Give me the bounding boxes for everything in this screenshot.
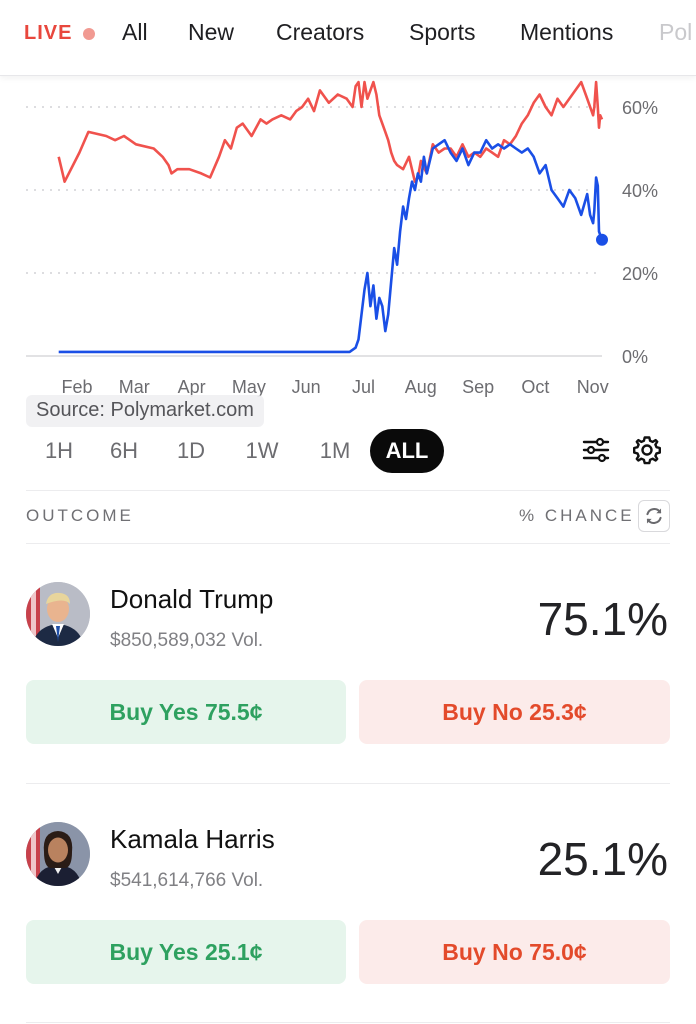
x-tick-label: Apr bbox=[178, 377, 206, 397]
y-tick-label: 0% bbox=[622, 347, 648, 367]
price-chart[interactable]: 0% 20% 40% 60% Feb Mar Apr May Jun Jul Aug Sep Oct No… bbox=[0, 76, 696, 427]
y-tick-label: 40% bbox=[622, 181, 658, 201]
chance-header: % CHANCE bbox=[519, 506, 635, 525]
y-tick-label: 20% bbox=[622, 264, 658, 284]
series-line-harris bbox=[58, 138, 604, 354]
series-end-point bbox=[596, 233, 608, 246]
sliders-icon[interactable] bbox=[580, 434, 612, 466]
buy-yes-button[interactable]: Buy Yes 75.5¢ bbox=[26, 680, 346, 744]
candidate-avatar bbox=[26, 822, 90, 886]
buy-yes-button[interactable]: Buy Yes 25.1¢ bbox=[26, 920, 346, 984]
chart-source-label: Source: Polymarket.com bbox=[26, 395, 264, 427]
live-label[interactable]: LIVE bbox=[24, 22, 73, 44]
divider bbox=[26, 490, 670, 491]
range-1m[interactable]: 1M bbox=[319, 438, 351, 463]
range-1h[interactable]: 1H bbox=[44, 438, 74, 463]
nav-tab-sports[interactable]: Sports bbox=[409, 19, 476, 45]
range-6h[interactable]: 6H bbox=[109, 438, 139, 463]
x-tick-label: Sep bbox=[462, 377, 494, 397]
buy-no-button[interactable]: Buy No 75.0¢ bbox=[359, 920, 670, 984]
divider bbox=[26, 783, 670, 784]
candidate-chance: 75.1% bbox=[537, 593, 668, 645]
x-tick-label: Oct bbox=[521, 377, 549, 397]
series-line-trump bbox=[57, 80, 604, 183]
y-tick-label: 60% bbox=[622, 98, 658, 118]
candidate-volume: $850,589,032 Vol. bbox=[110, 630, 264, 651]
x-tick-label: Jun bbox=[292, 377, 321, 397]
range-1d[interactable]: 1D bbox=[176, 438, 206, 463]
nav-tab-all[interactable]: All bbox=[122, 19, 148, 45]
x-tick-label: Mar bbox=[119, 377, 150, 397]
divider bbox=[26, 543, 670, 544]
settings-gear-icon[interactable] bbox=[631, 434, 663, 466]
nav-tab-mentions[interactable]: Mentions bbox=[520, 19, 614, 45]
candidate-chance: 25.1% bbox=[537, 833, 668, 885]
candidate-volume: $541,614,766 Vol. bbox=[110, 870, 264, 891]
candidate-name[interactable]: Kamala Harris bbox=[110, 824, 275, 854]
x-tick-label: Aug bbox=[405, 377, 437, 397]
nav-tab-creators[interactable]: Creators bbox=[276, 19, 365, 45]
refresh-icon[interactable] bbox=[638, 500, 670, 532]
divider bbox=[26, 1022, 670, 1023]
candidate-name[interactable]: Donald Trump bbox=[110, 584, 274, 614]
nav-tab-new[interactable]: New bbox=[188, 19, 235, 45]
range-all[interactable]: ALL bbox=[370, 429, 444, 473]
x-tick-label: Nov bbox=[577, 377, 609, 397]
x-tick-label: May bbox=[232, 377, 266, 397]
range-1w[interactable]: 1W bbox=[245, 438, 279, 463]
top-nav: LIVE All New Creators Sports Mentions Po… bbox=[0, 0, 696, 76]
nav-tab-politics[interactable]: Pol bbox=[659, 19, 693, 45]
outcome-header: OUTCOME bbox=[26, 506, 134, 525]
x-tick-label: Jul bbox=[352, 377, 375, 397]
buy-no-button[interactable]: Buy No 25.3¢ bbox=[359, 680, 670, 744]
chart-svg: 0% 20% 40% 60% Feb Mar Apr May Jun Jul Aug Sep Oct No… bbox=[26, 80, 658, 397]
x-tick-label: Feb bbox=[61, 377, 92, 397]
time-range-selector: 1H 6H 1D 1W 1M ALL bbox=[0, 426, 696, 476]
candidate-avatar bbox=[26, 582, 90, 646]
live-dot-icon bbox=[83, 28, 95, 40]
